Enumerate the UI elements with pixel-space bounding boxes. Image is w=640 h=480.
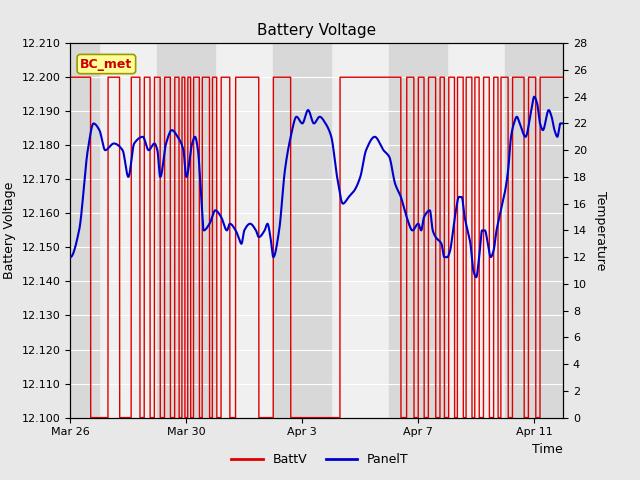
Bar	[389, 43, 447, 418]
Y-axis label: Temperature: Temperature	[594, 191, 607, 270]
X-axis label: Time: Time	[532, 443, 563, 456]
Bar	[42, 43, 99, 418]
Text: BC_met: BC_met	[80, 58, 132, 71]
Y-axis label: Battery Voltage: Battery Voltage	[3, 182, 16, 279]
Bar	[273, 43, 332, 418]
Bar	[505, 43, 563, 418]
Title: Battery Voltage: Battery Voltage	[257, 23, 376, 38]
Bar	[157, 43, 215, 418]
Legend: BattV, PanelT: BattV, PanelT	[227, 448, 413, 471]
